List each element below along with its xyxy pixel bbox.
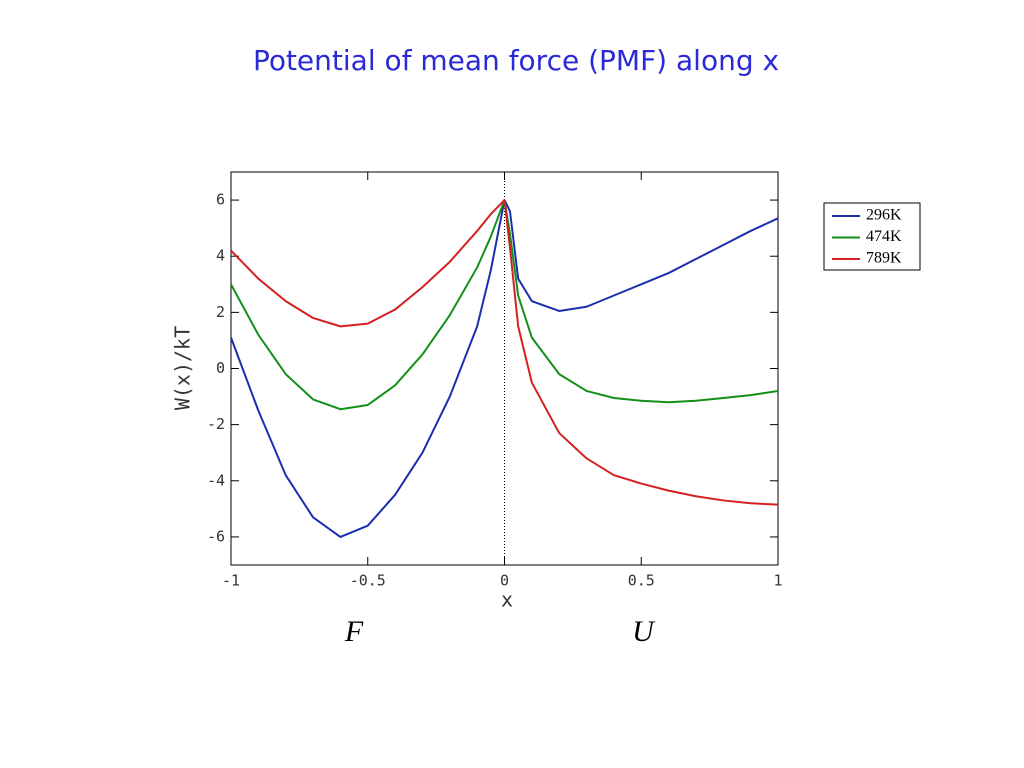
- legend-label: 474K: [866, 228, 902, 245]
- plot-frame: [230, 171, 779, 566]
- y-tick-label: -6: [207, 527, 225, 545]
- y-tick-label: -4: [207, 471, 225, 489]
- y-tick-label: 0: [216, 359, 225, 377]
- x-tick-label: 1: [773, 572, 782, 590]
- y-tick-label: 6: [216, 191, 225, 209]
- chart-title: Potential of mean force (PMF) along x: [253, 44, 779, 77]
- series-line: [230, 199, 779, 506]
- x-tick-label: 0.5: [628, 572, 655, 590]
- x-tick-label: 0: [500, 572, 509, 590]
- series-line: [230, 199, 779, 538]
- x-tick-label: -0.5: [350, 572, 386, 590]
- x-tick-label: -1: [222, 572, 240, 590]
- y-tick-label: -2: [207, 415, 225, 433]
- legend-label: 789K: [866, 250, 902, 267]
- annotation: F: [344, 615, 364, 648]
- x-axis-label: x: [501, 588, 513, 612]
- legend-label: 296K: [866, 207, 902, 224]
- y-axis-label: W(x)/kT: [171, 326, 195, 410]
- y-tick-label: 4: [216, 247, 225, 265]
- annotation: U: [632, 615, 656, 648]
- y-tick-label: 2: [216, 303, 225, 321]
